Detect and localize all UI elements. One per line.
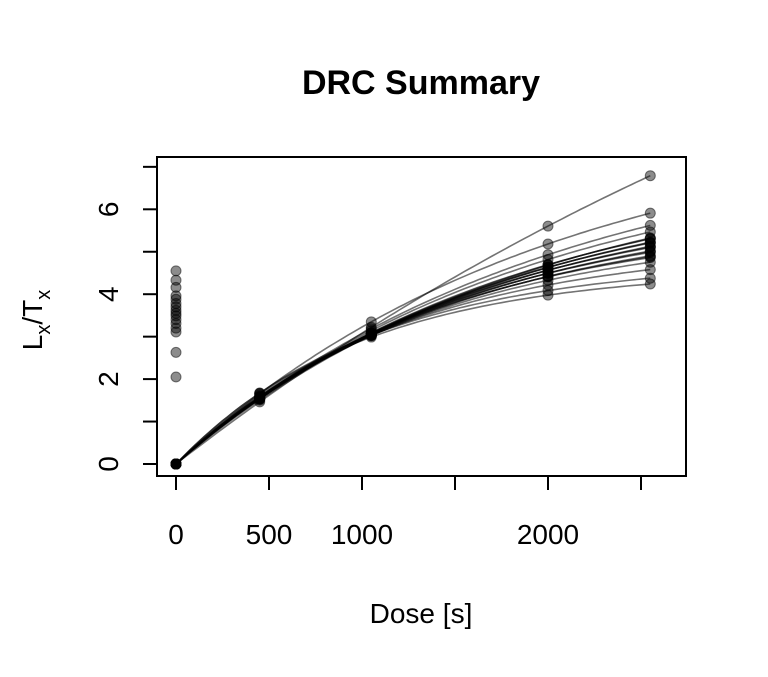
chart-title: DRC Summary bbox=[302, 64, 540, 102]
natural-signal-point bbox=[170, 346, 182, 358]
x-axis-label: Dose [s] bbox=[370, 598, 473, 629]
natural-signal-point bbox=[170, 290, 182, 302]
natural-signal-point bbox=[170, 265, 182, 277]
natural-signal-point bbox=[170, 314, 182, 326]
fit-curve bbox=[175, 268, 651, 465]
fit-curve bbox=[175, 237, 651, 465]
data-point bbox=[170, 458, 182, 470]
x-tick-label: 1000 bbox=[331, 519, 393, 550]
fit-curve bbox=[175, 256, 651, 465]
fit-curve bbox=[175, 251, 651, 465]
natural-signal-point bbox=[170, 371, 182, 383]
plot-frame bbox=[156, 156, 687, 477]
data-points bbox=[170, 170, 656, 470]
y-label-sub1: x bbox=[33, 325, 55, 335]
data-point bbox=[644, 233, 656, 245]
y-label-main: L bbox=[17, 335, 48, 351]
y-label-sep: /T bbox=[17, 300, 48, 325]
data-point bbox=[644, 264, 656, 276]
fit-curve bbox=[175, 241, 651, 465]
data-point bbox=[254, 387, 266, 399]
fit-curve bbox=[175, 250, 651, 465]
y-tick-label: 0 bbox=[93, 456, 124, 472]
y-label-sub2: x bbox=[33, 290, 55, 300]
fit-curve bbox=[175, 174, 651, 465]
natural-signal-point bbox=[170, 326, 182, 338]
data-point bbox=[365, 331, 377, 343]
fit-curves bbox=[175, 174, 651, 465]
data-point bbox=[644, 237, 656, 249]
fit-curve bbox=[175, 277, 651, 465]
fit-curve bbox=[175, 261, 651, 465]
natural-signal-point bbox=[170, 293, 182, 305]
x-tick-label: 2000 bbox=[517, 519, 579, 550]
natural-signal-point bbox=[170, 322, 182, 334]
x-tick-label: 0 bbox=[168, 519, 184, 550]
natural-signal-point bbox=[170, 281, 182, 293]
axes: 0 500 1000 2000 0 2 4 6 bbox=[93, 165, 642, 550]
data-point bbox=[542, 289, 554, 301]
fit-curve bbox=[175, 255, 651, 465]
y-axis-label: Lx/Tx bbox=[17, 290, 55, 350]
natural-signal-point bbox=[170, 310, 182, 322]
fit-curve bbox=[175, 255, 651, 465]
fit-curve bbox=[175, 242, 651, 465]
natural-signal-point bbox=[170, 304, 182, 316]
y-tick-label: 6 bbox=[93, 202, 124, 218]
data-point bbox=[644, 278, 656, 290]
data-point bbox=[542, 238, 554, 250]
fit-curve bbox=[175, 237, 651, 465]
y-tick-label: 4 bbox=[93, 286, 124, 302]
data-point bbox=[644, 170, 656, 182]
fit-curve bbox=[175, 224, 651, 465]
fit-curve bbox=[175, 238, 651, 465]
data-point bbox=[644, 207, 656, 219]
data-point bbox=[542, 271, 554, 283]
fit-curve bbox=[175, 241, 651, 465]
y-tick-label: 2 bbox=[93, 371, 124, 387]
data-point bbox=[542, 220, 554, 232]
data-point bbox=[644, 272, 656, 284]
fit-curve bbox=[175, 250, 651, 465]
x-tick-label: 500 bbox=[246, 519, 293, 550]
